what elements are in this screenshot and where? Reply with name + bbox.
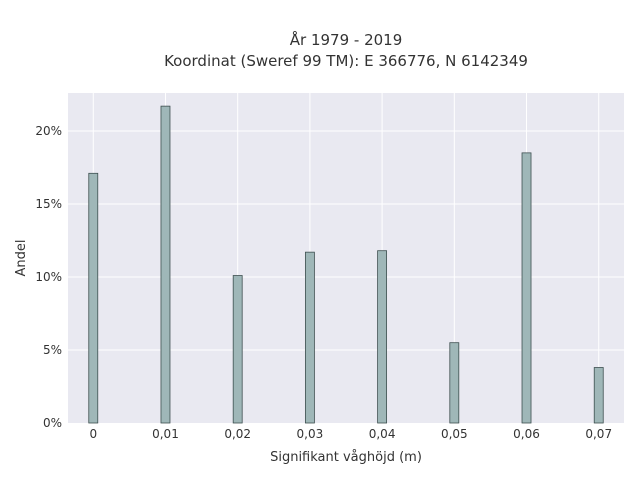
x-tick-label: 0,02 (224, 427, 251, 441)
x-tick-label: 0,05 (441, 427, 468, 441)
x-tick-label: 0,06 (513, 427, 540, 441)
x-tick-label: 0,07 (585, 427, 612, 441)
x-tick-label: 0 (89, 427, 97, 441)
chart-title-line1: År 1979 - 2019 (290, 30, 403, 49)
y-tick-label: 5% (43, 343, 62, 357)
bar (160, 105, 171, 424)
y-tick-label: 0% (43, 416, 62, 430)
bar (304, 251, 315, 424)
chart-title-line2: Koordinat (Sweref 99 TM): E 366776, N 61… (164, 52, 528, 70)
x-tick-labels: 0 0,01 0,02 0,03 0,04 0,05 0,06 0,07 (89, 427, 612, 441)
bar (377, 250, 388, 424)
bar (88, 172, 99, 424)
x-tick-label: 0,01 (152, 427, 179, 441)
bar (593, 367, 604, 424)
y-tick-label: 20% (35, 124, 62, 138)
bars (88, 105, 604, 424)
x-tick-label: 0,04 (369, 427, 396, 441)
plot-area (68, 93, 624, 423)
bar (449, 342, 460, 424)
x-tick-label: 0,03 (297, 427, 324, 441)
y-axis-label: Andel (14, 240, 29, 277)
bar (521, 152, 532, 424)
y-tick-label: 10% (35, 270, 62, 284)
y-tick-label: 15% (35, 197, 62, 211)
x-axis-label: Signifikant våghöjd (m) (270, 450, 422, 465)
bar (232, 275, 243, 424)
y-tick-labels: 0% 5% 10% 15% 20% (35, 124, 62, 430)
